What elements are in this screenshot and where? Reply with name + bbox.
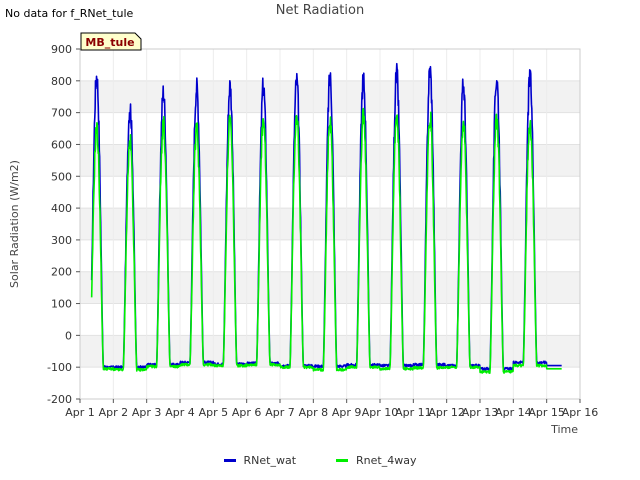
- y-tick-label: 400: [51, 202, 72, 215]
- legend: RNet_wat Rnet_4way: [0, 454, 640, 467]
- legend-label-rnet-4way: Rnet_4way: [356, 454, 417, 467]
- y-tick-label: -100: [47, 361, 72, 374]
- legend-item-rnet-wat: RNet_wat: [223, 454, 297, 467]
- legend-swatch-rnet-4way: [336, 459, 349, 462]
- legend-swatch-rnet-wat: [223, 459, 236, 462]
- site-badge: MB_tule: [80, 32, 142, 51]
- y-tick-label: 500: [51, 170, 72, 183]
- y-tick-label: 800: [51, 75, 72, 88]
- plot-frame: [79, 48, 581, 400]
- legend-label-rnet-wat: RNet_wat: [243, 454, 297, 467]
- band: [80, 271, 580, 304]
- x-tick-label: Apr 15: [528, 406, 565, 419]
- x-tick-label: Apr 10: [362, 406, 399, 419]
- series-lines: [90, 62, 563, 374]
- band: [80, 144, 580, 177]
- x-tick-label: Apr 9: [332, 406, 362, 419]
- band: [80, 335, 580, 368]
- y-tick-label: 100: [51, 298, 72, 311]
- x-tick-label: Apr 13: [462, 406, 499, 419]
- series-line-rnet-4way: [90, 107, 563, 374]
- y-tick-label: -200: [47, 393, 72, 406]
- y-axis-ticks: -200 -100 0 100 200 300 400 500 600 700 800 900: [47, 43, 80, 406]
- x-tick-label: Apr 4: [165, 406, 195, 419]
- y-tick-label: 900: [51, 43, 72, 56]
- x-tick-label: Apr 2: [99, 406, 129, 419]
- legend-item-rnet-4way: Rnet_4way: [336, 454, 416, 467]
- x-tick-label: Apr 11: [395, 406, 432, 419]
- y-tick-label: 200: [51, 266, 72, 279]
- x-tick-label: Apr 5: [199, 406, 229, 419]
- y-tick-label: 700: [51, 107, 72, 120]
- y-tick-label: 600: [51, 138, 72, 151]
- x-tick-label: Apr 16: [562, 406, 599, 419]
- y-axis-label: Solar Radiation (W/m2): [8, 160, 21, 288]
- badge-shape: [80, 32, 142, 51]
- band: [80, 208, 580, 240]
- x-tick-label: Apr 3: [132, 406, 162, 419]
- x-tick-label: Apr 12: [428, 406, 465, 419]
- y-tick-label: 0: [65, 329, 72, 342]
- x-axis-ticks: Apr 1 Apr 2 Apr 3 Apr 4 Apr 5 Apr 6 Apr 7 Apr 8…: [65, 399, 598, 419]
- x-axis-label: Time: [550, 423, 578, 436]
- y-tick-label: 300: [51, 234, 72, 247]
- x-tick-label: Apr 14: [495, 406, 532, 419]
- chart-title: Net Radiation: [275, 3, 365, 18]
- no-data-message: No data for f_RNet_tule: [5, 7, 134, 20]
- badge-label: MB_tule: [85, 36, 134, 49]
- x-tick-label: Apr 1: [65, 406, 95, 419]
- x-tick-label: Apr 7: [265, 406, 295, 419]
- x-tick-label: Apr 8: [299, 406, 329, 419]
- x-tick-label: Apr 6: [232, 406, 262, 419]
